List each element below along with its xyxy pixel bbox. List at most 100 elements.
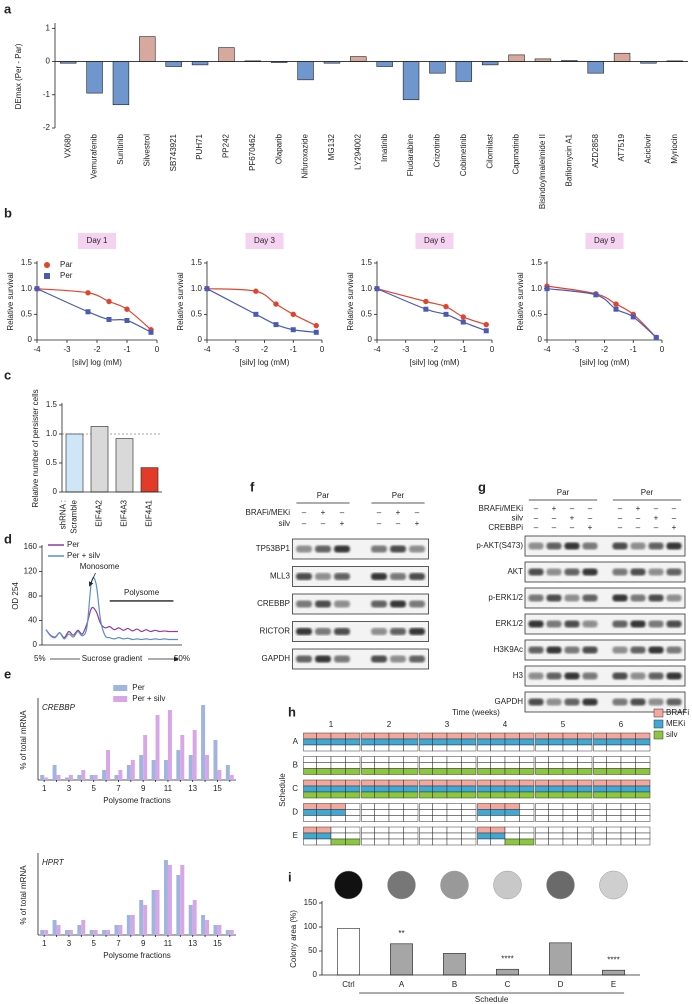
- y-tick-label: 0.5: [361, 309, 373, 318]
- schedule-cell: [388, 803, 404, 810]
- bar: [143, 905, 148, 935]
- blot-band: [666, 594, 682, 602]
- schedule-cell: [548, 809, 564, 816]
- series-line: [376, 288, 487, 326]
- schedule-cell: [446, 756, 462, 763]
- schedule-cell: [519, 762, 535, 769]
- schedule-cell: [635, 785, 651, 793]
- x-tick-label: Crizotinib: [433, 133, 442, 167]
- schedule-cell: [490, 744, 506, 752]
- schedule-cell: [504, 826, 520, 834]
- schedule-cell: [345, 838, 361, 846]
- marker: [85, 290, 91, 296]
- y-tick-label: 1.0: [21, 284, 33, 293]
- schedule-cell: [535, 785, 549, 793]
- y-tick-label: 1.5: [531, 258, 543, 267]
- schedule-cell: [504, 732, 520, 740]
- schedule-cell: [562, 785, 578, 793]
- blot-band: [315, 573, 331, 580]
- blot-band: [409, 600, 425, 608]
- blot-band: [528, 646, 544, 654]
- schedule-cell: [504, 768, 520, 775]
- blot-band: [528, 568, 544, 576]
- protein-label: p-AKT(S473): [476, 541, 523, 550]
- schedule-cell: [477, 785, 491, 793]
- bar: [114, 925, 119, 935]
- schedule-cell: [432, 809, 448, 816]
- blot-band: [564, 594, 580, 602]
- annotation: Monosome: [80, 562, 120, 571]
- blot-band: [334, 545, 350, 553]
- marker: [544, 286, 550, 292]
- bar: [176, 875, 181, 935]
- blot-band: [582, 568, 598, 576]
- schedule-cell: [446, 744, 462, 752]
- marker: [483, 321, 489, 328]
- schedule-cell: [606, 744, 622, 752]
- protein-label: CREBBP: [257, 599, 290, 608]
- bar: [126, 915, 131, 935]
- x-tick-label: PUH71: [195, 133, 204, 159]
- significance: ****: [501, 954, 513, 963]
- blot-band: [582, 646, 598, 654]
- schedule-cell: [330, 738, 346, 746]
- bar: [115, 438, 134, 493]
- schedule-cell: [403, 791, 419, 799]
- schedule-cell: [316, 832, 332, 840]
- schedule-cell: [577, 803, 593, 810]
- treatment-sign: +: [396, 508, 401, 517]
- blot-band: [648, 568, 664, 576]
- y-axis-label: Relative survival: [6, 272, 15, 330]
- x-tick-label: EIF4A3: [120, 499, 129, 526]
- marker: [460, 319, 466, 325]
- x-tick-label: -2: [93, 345, 101, 354]
- treatment-sign: –: [415, 508, 420, 517]
- schedule-cell: [577, 815, 593, 822]
- schedule-cell: [635, 779, 651, 787]
- bar: [213, 925, 218, 935]
- y-axis-label: DEmax (Per - Par): [14, 43, 23, 109]
- treatment-sign: –: [618, 504, 623, 513]
- y-tick-label: 1.0: [191, 284, 203, 293]
- schedule-cell: [490, 838, 506, 846]
- bar: [106, 750, 111, 780]
- schedule-cell: [620, 738, 636, 746]
- schedule-cell: [345, 779, 361, 787]
- schedule-cell: [635, 732, 651, 740]
- schedule-cell: [419, 826, 433, 834]
- schedule-cell: [504, 779, 520, 787]
- bar: [40, 775, 45, 780]
- schedule-cell: [345, 744, 361, 752]
- schedule-cell: [303, 732, 317, 740]
- x-tick-label: -1: [290, 345, 298, 354]
- schedule-cell: [562, 756, 578, 763]
- schedule-cell: [403, 809, 419, 816]
- treatment-label: BRAFi/MEKi: [246, 508, 291, 517]
- schedule-cell: [519, 768, 535, 775]
- x-tick-label: -2: [261, 345, 269, 354]
- bar: [167, 710, 172, 780]
- schedule-cell: [303, 768, 317, 775]
- treatment-sign: –: [534, 523, 539, 532]
- blot-band: [546, 646, 562, 654]
- treatment-sign: +: [672, 523, 677, 532]
- schedule-cell: [477, 826, 491, 834]
- blot-band: [630, 594, 646, 602]
- bar: [188, 755, 193, 780]
- schedule-cell: [419, 762, 433, 769]
- schedule-cell: [593, 779, 607, 787]
- week-label: 1: [329, 720, 334, 729]
- schedule-cell: [361, 744, 375, 752]
- schedule-cell: [562, 732, 578, 740]
- schedule-cell: [388, 838, 404, 846]
- schedule-cell: [535, 756, 549, 763]
- title-background: [415, 233, 454, 249]
- schedule-cell: [303, 756, 317, 763]
- schedule-cell: [388, 756, 404, 763]
- x-tick-label: Cilomilast: [485, 133, 494, 168]
- panel-letter: c: [4, 367, 11, 382]
- treatment-label: silv: [511, 514, 523, 523]
- schedule-cell: [635, 838, 651, 846]
- week-label: 3: [445, 720, 450, 729]
